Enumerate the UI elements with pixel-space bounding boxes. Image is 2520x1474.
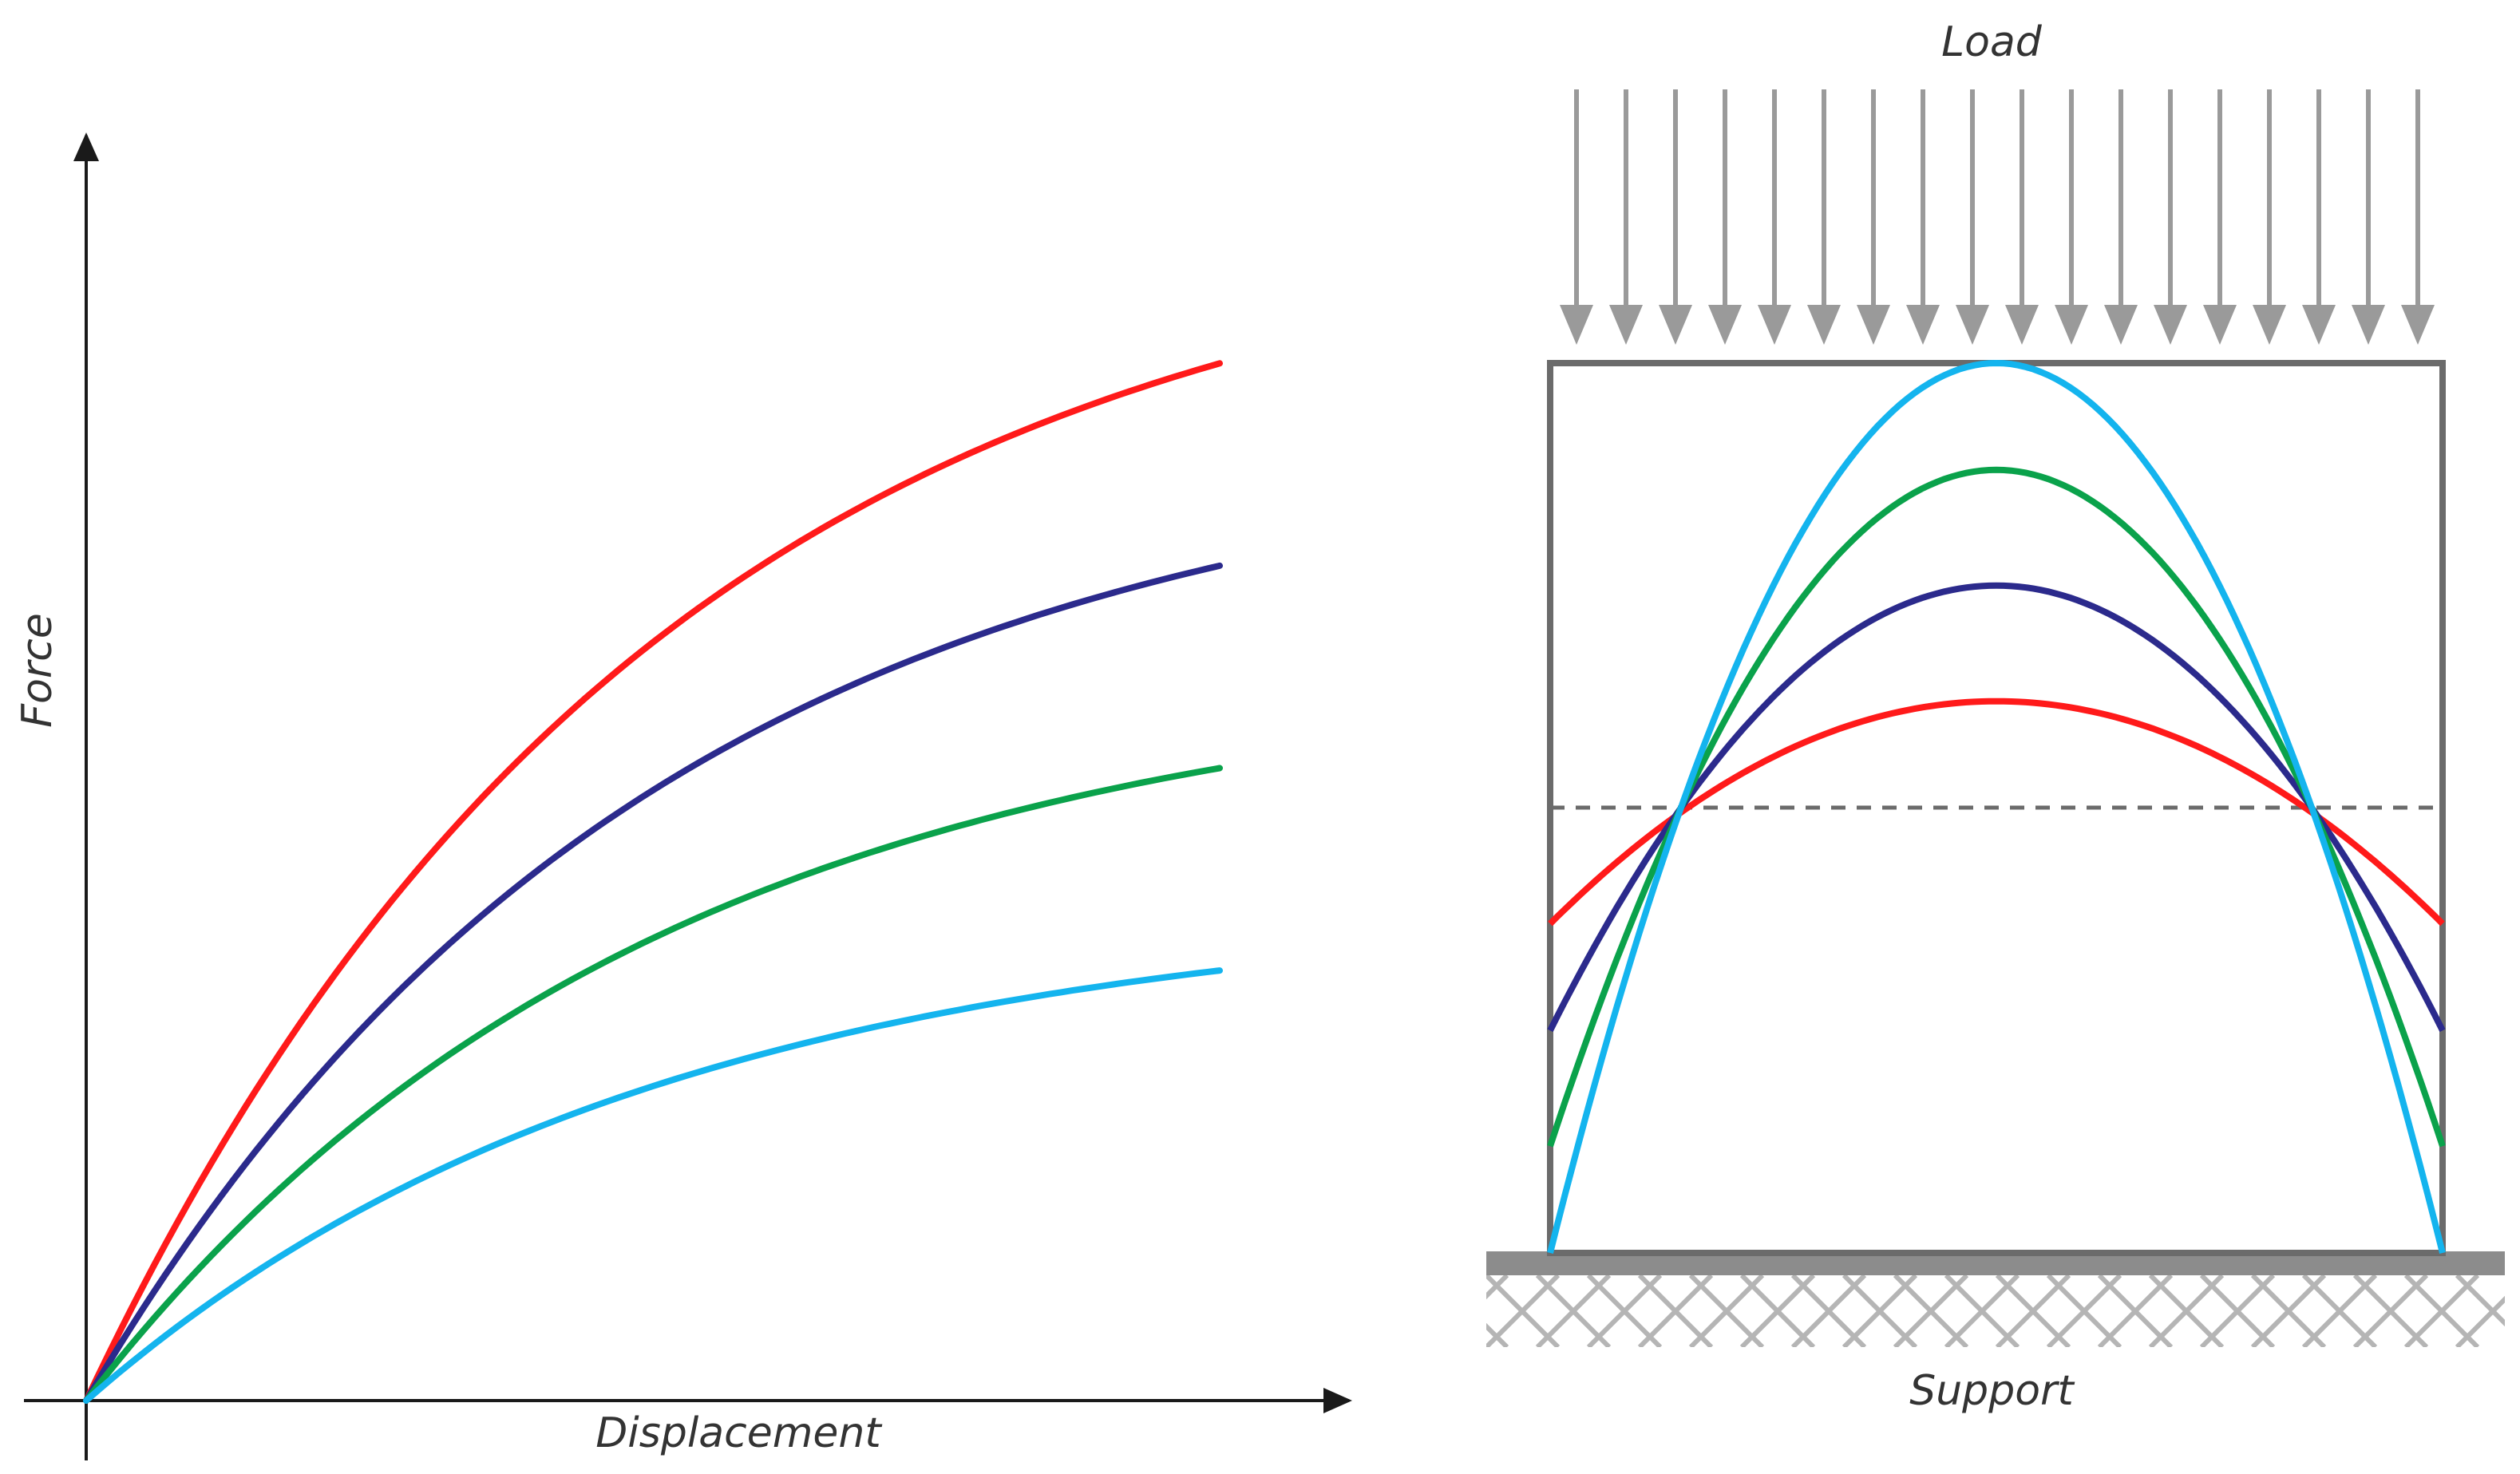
hatch-line xyxy=(2508,1275,2520,1347)
force-curve-1 xyxy=(83,360,1223,1404)
load-arrow xyxy=(2352,89,2385,345)
force-curves xyxy=(83,360,1223,1404)
load-arrow xyxy=(1708,89,1742,345)
force-curve-4 xyxy=(83,967,1223,1404)
load-arrow xyxy=(2104,89,2138,345)
load-arrow xyxy=(2401,89,2435,345)
hatch-line xyxy=(2508,1275,2520,1347)
load-arrow xyxy=(1560,89,1593,345)
load-arrow xyxy=(1609,89,1643,345)
load-arrow xyxy=(2154,89,2187,345)
load-arrow xyxy=(1659,89,1692,345)
y-axis-label: Force xyxy=(14,613,61,728)
force-curve-3 xyxy=(83,765,1223,1404)
load-arrow xyxy=(1758,89,1791,345)
load-arrow xyxy=(1857,89,1890,345)
load-arrow xyxy=(1906,89,1940,345)
load-arrow xyxy=(2302,89,2336,345)
force-displacement-graph: Force Displacement xyxy=(14,132,1352,1460)
load-arrow xyxy=(2253,89,2286,345)
hatch-line xyxy=(1384,1275,1456,1347)
pressure-profile-2 xyxy=(1547,582,2446,1033)
load-arrow xyxy=(2203,89,2237,345)
load-arrow xyxy=(1807,89,1841,345)
hatch-line xyxy=(1384,1275,1456,1347)
pressure-profiles xyxy=(1547,359,2446,1254)
load-label: Load xyxy=(1941,18,2043,66)
pressure-profile-1 xyxy=(1548,697,2445,927)
support-hatching xyxy=(1384,1275,2520,1347)
x-axis-label: Displacement xyxy=(595,1409,882,1457)
load-arrow xyxy=(2005,89,2039,345)
pressure-profile-4 xyxy=(1547,359,2446,1254)
pressure-profile-3 xyxy=(1547,466,2446,1148)
load-arrows xyxy=(1560,89,2435,345)
support-label: Support xyxy=(1909,1367,2075,1415)
load-support-diagram: Load Support xyxy=(1384,18,2520,1415)
force-curve-2 xyxy=(83,562,1223,1404)
load-arrow xyxy=(1956,89,1989,345)
hatch-line xyxy=(2455,1295,2505,1347)
load-arrow xyxy=(2055,89,2088,345)
